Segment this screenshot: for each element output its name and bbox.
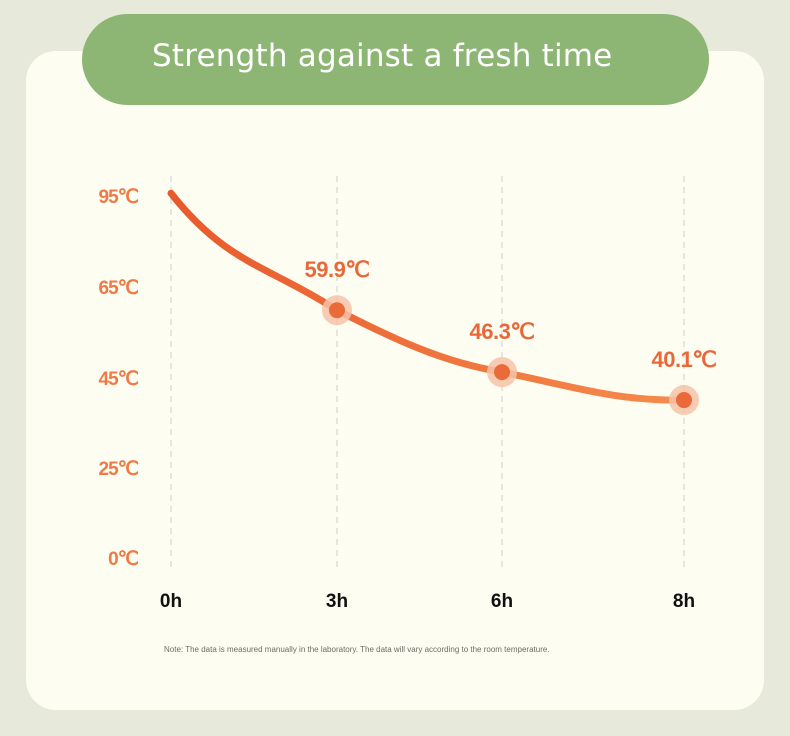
y-tick-label: 25℃ — [99, 459, 139, 480]
x-tick-label: 8h — [673, 591, 695, 612]
chart-card — [26, 51, 764, 710]
data-label: 46.3℃ — [469, 319, 534, 344]
series-line — [167, 189, 688, 404]
data-point — [329, 302, 345, 319]
y-tick-label: 45℃ — [99, 369, 139, 390]
x-tick-label: 6h — [491, 591, 513, 612]
footnote: Note: The data is measured manually in t… — [164, 645, 550, 654]
data-point — [676, 392, 692, 409]
y-tick-label: 0℃ — [108, 549, 139, 570]
y-tick-label: 95℃ — [99, 187, 139, 208]
x-tick-label: 0h — [160, 591, 182, 612]
data-label: 59.9℃ — [304, 257, 369, 282]
x-tick-label: 3h — [326, 591, 348, 612]
data-label: 40.1℃ — [651, 347, 716, 372]
data-point — [494, 364, 510, 381]
title-banner: Strength against a fresh time — [82, 14, 709, 105]
chart-title: Strength against a fresh time — [152, 38, 613, 74]
y-tick-label: 65℃ — [99, 278, 139, 299]
